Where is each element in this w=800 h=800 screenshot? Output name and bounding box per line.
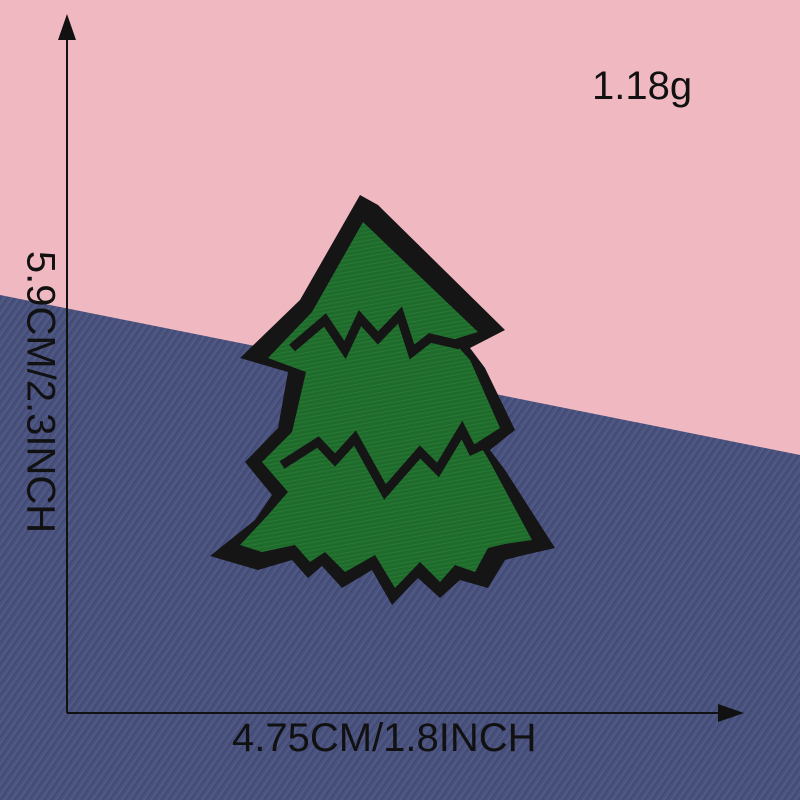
tree-layer-line-top [289, 306, 462, 360]
tree-patch-fill [240, 222, 532, 588]
height-arrow-icon [58, 14, 76, 40]
tree-layer-line-bottom [279, 420, 497, 500]
width-dimension-label: 4.75CM/1.8INCH [232, 716, 537, 760]
width-arrow-icon [718, 704, 744, 722]
height-dimension-label: 5.9CM/2.3INCH [18, 250, 63, 534]
weight-label: 1.18g [592, 64, 693, 108]
tree-patch [210, 195, 555, 605]
